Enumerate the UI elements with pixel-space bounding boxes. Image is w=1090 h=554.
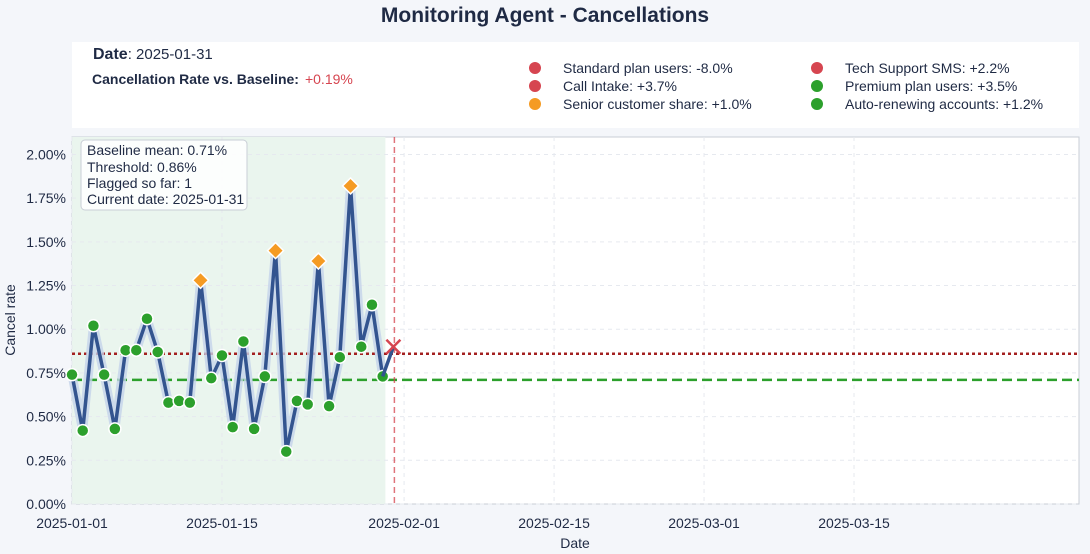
data-point — [258, 369, 272, 384]
info-threshold: Threshold: 0.86% — [87, 159, 197, 175]
y-tick-label: 0.50% — [26, 409, 66, 425]
y-tick-label: 0.75% — [26, 365, 66, 381]
flagged-point — [309, 252, 328, 271]
flagged-point — [341, 176, 360, 195]
driver-dot-icon — [529, 98, 541, 110]
data-point — [279, 444, 294, 459]
info-box: Baseline mean: 0.71% Threshold: 0.86% Fl… — [80, 139, 248, 211]
data-point — [333, 350, 347, 364]
y-tick-label: 1.50% — [26, 234, 66, 250]
x-axis-label: Date — [560, 535, 590, 551]
y-axis-label: Cancel rate — [2, 284, 18, 356]
x-tick-label: 2025-02-01 — [368, 515, 440, 531]
data-point — [365, 298, 379, 312]
x-tick-label: 2025-03-15 — [818, 515, 890, 531]
data-point — [65, 367, 79, 382]
page-title: Monitoring Agent - Cancellations — [380, 4, 710, 27]
driver-label: Senior customer share: +1.0% — [563, 96, 752, 112]
driver-label: Auto-renewing accounts: +1.2% — [845, 96, 1044, 112]
series-line — [70, 184, 385, 454]
data-point — [129, 343, 144, 357]
rate-label: Cancellation Rate vs. Baseline: — [92, 71, 299, 87]
data-point — [75, 423, 90, 438]
driver-label: Standard plan users: -8.0% — [563, 60, 733, 76]
x-tick-label: 2025-02-15 — [518, 515, 590, 531]
data-point — [215, 348, 229, 363]
date-value: : 2025-01-31 — [127, 46, 213, 63]
driver-item: Auto-renewing accounts: +1.2% — [811, 95, 1043, 113]
y-tick-label: 1.00% — [26, 321, 66, 337]
y-tick-label: 0.25% — [26, 452, 66, 468]
data-point — [225, 420, 240, 434]
driver-label: Premium plan users: +3.5% — [845, 78, 1018, 94]
data-point — [236, 334, 251, 349]
data-point — [204, 371, 219, 385]
info-current-date: Current date: 2025-01-31 — [87, 191, 244, 207]
current-segment — [381, 346, 396, 378]
driver-label: Tech Support SMS: +2.2% — [845, 60, 1010, 76]
data-point — [322, 399, 336, 413]
driver-dot-icon — [811, 80, 823, 92]
driver-label: Call Intake: +3.7% — [563, 78, 678, 94]
driver-item: Standard plan users: -8.0% — [529, 59, 733, 77]
data-point — [354, 339, 368, 354]
driver-dot-icon — [529, 62, 541, 74]
current-point-marker — [385, 338, 402, 355]
y-tick-label: 1.25% — [26, 278, 66, 294]
data-point — [86, 318, 101, 333]
data-point — [247, 422, 261, 436]
driver-item: Senior customer share: +1.0% — [529, 95, 752, 113]
grid — [71, 137, 1079, 505]
data-points — [65, 176, 390, 459]
x-tick-label: 2025-01-01 — [36, 515, 108, 531]
info-baseline: Baseline mean: 0.71% — [87, 142, 227, 158]
data-point — [300, 397, 315, 412]
driver-item: Premium plan users: +3.5% — [811, 77, 1017, 95]
info-flagged: Flagged so far: 1 — [87, 175, 192, 191]
driver-item: Tech Support SMS: +2.2% — [811, 59, 1010, 77]
y-tick-label: 1.75% — [26, 190, 66, 206]
data-point — [150, 345, 165, 359]
x-axis: 2025-01-01 2025-01-15 2025-02-01 2025-02-15… — [36, 515, 890, 531]
data-point — [97, 367, 111, 382]
y-tick-label: 0.00% — [26, 496, 66, 512]
driver-dot-icon — [811, 98, 823, 110]
flagged-point — [191, 271, 210, 290]
rate-line: Cancellation Rate vs. Baseline: +0.19% — [92, 71, 353, 87]
driver-dot-icon — [811, 62, 823, 74]
date-label: Date — [93, 46, 128, 63]
data-point — [140, 312, 154, 326]
driver-item: Call Intake: +3.7% — [529, 77, 677, 95]
driver-dot-icon — [529, 80, 541, 92]
flagged-point — [266, 241, 285, 260]
data-point — [108, 422, 122, 436]
rate-value: +0.19% — [304, 71, 353, 87]
y-tick-label: 2.00% — [26, 146, 66, 162]
date-line: Date: 2025-01-31 — [93, 46, 213, 64]
x-tick-label: 2025-03-01 — [668, 515, 740, 531]
x-tick-label: 2025-01-15 — [186, 515, 258, 531]
y-axis: 0.00% 0.25% 0.50% 0.75% 1.00% 1.25% 1.50% 1.75%… — [26, 146, 66, 512]
data-point — [183, 395, 197, 410]
header-panel: Date: 2025-01-31 Cancellation Rate vs. B… — [72, 42, 1079, 128]
